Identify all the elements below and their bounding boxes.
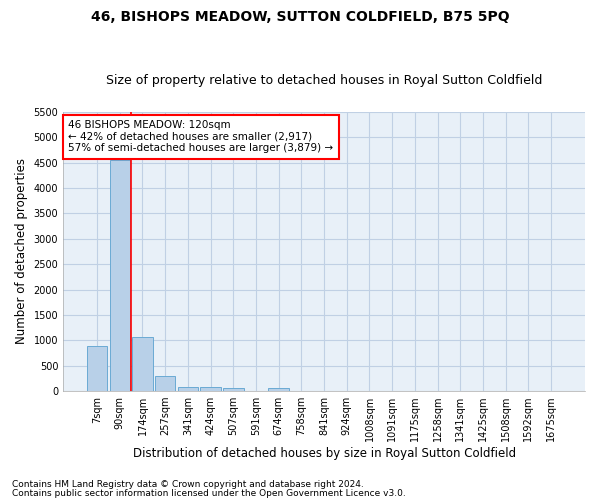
Bar	[155, 376, 175, 391]
Bar	[223, 388, 244, 391]
Bar	[178, 387, 198, 391]
Bar	[268, 388, 289, 391]
Text: 46, BISHOPS MEADOW, SUTTON COLDFIELD, B75 5PQ: 46, BISHOPS MEADOW, SUTTON COLDFIELD, B7…	[91, 10, 509, 24]
X-axis label: Distribution of detached houses by size in Royal Sutton Coldfield: Distribution of detached houses by size …	[133, 447, 515, 460]
Text: Contains public sector information licensed under the Open Government Licence v3: Contains public sector information licen…	[12, 488, 406, 498]
Text: 46 BISHOPS MEADOW: 120sqm
← 42% of detached houses are smaller (2,917)
57% of se: 46 BISHOPS MEADOW: 120sqm ← 42% of detac…	[68, 120, 334, 154]
Bar	[200, 388, 221, 391]
Title: Size of property relative to detached houses in Royal Sutton Coldfield: Size of property relative to detached ho…	[106, 74, 542, 87]
Bar	[110, 160, 130, 391]
Y-axis label: Number of detached properties: Number of detached properties	[15, 158, 28, 344]
Bar	[132, 338, 153, 391]
Bar	[87, 346, 107, 391]
Text: Contains HM Land Registry data © Crown copyright and database right 2024.: Contains HM Land Registry data © Crown c…	[12, 480, 364, 489]
